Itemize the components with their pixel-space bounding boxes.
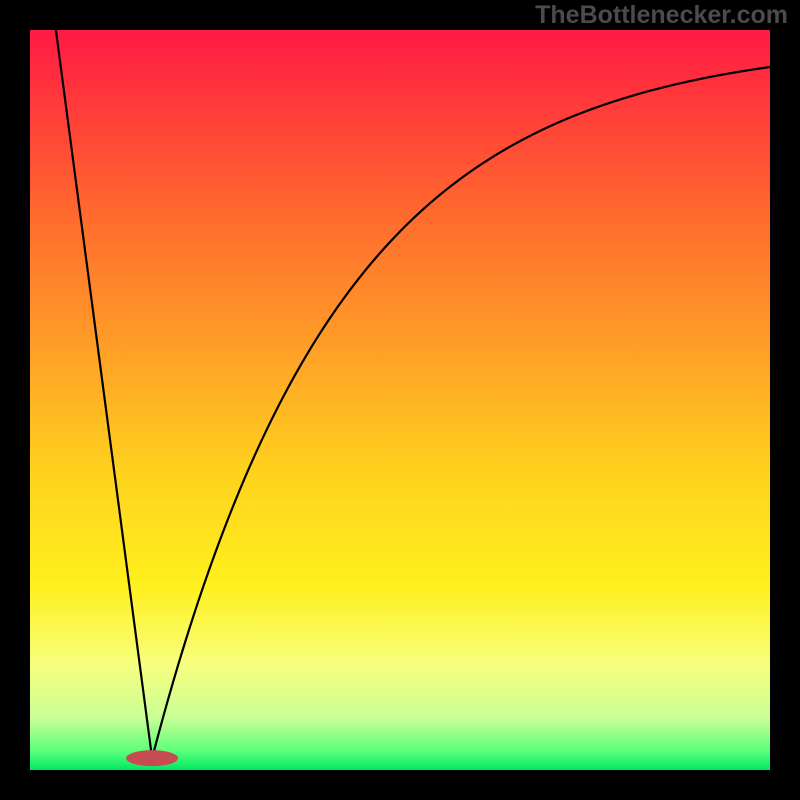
bottleneck-chart	[0, 0, 800, 800]
chart-frame: TheBottlenecker.com	[0, 0, 800, 800]
optimal-marker	[126, 750, 178, 766]
plot-background	[30, 30, 770, 770]
watermark-text: TheBottlenecker.com	[535, 1, 788, 30]
